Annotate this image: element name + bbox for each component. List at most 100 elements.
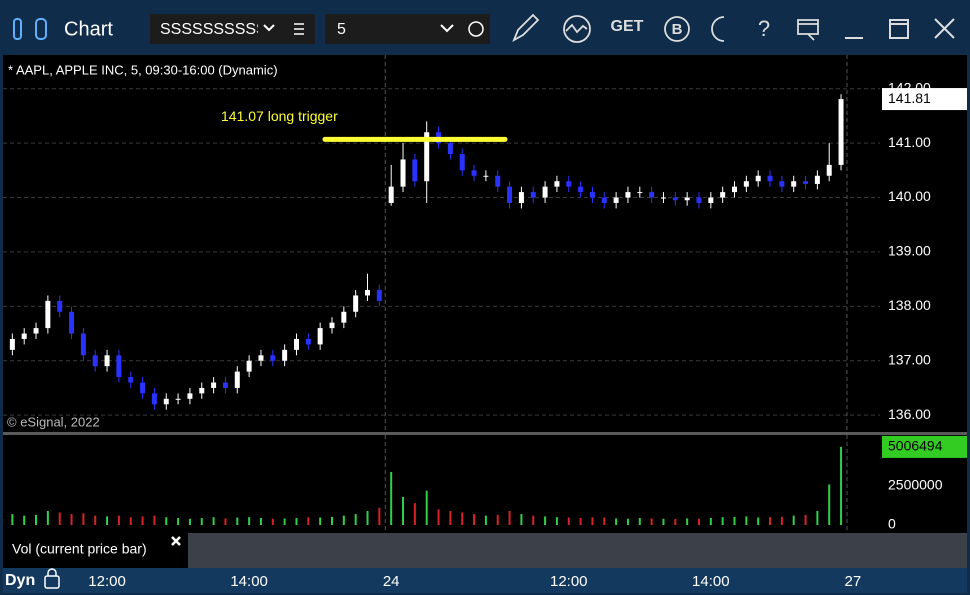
volume-bar: [792, 515, 795, 525]
window-title: Chart: [64, 18, 113, 40]
candle-body: [282, 349, 288, 361]
dropdown-arrow[interactable]: [263, 24, 275, 32]
volume-bar: [354, 514, 357, 525]
candle-body: [175, 398, 181, 400]
b-text: B: [672, 21, 683, 38]
volume-bar: [757, 517, 760, 525]
credit: © eSignal, 2022: [7, 414, 100, 429]
candle-body: [424, 132, 430, 182]
volume-bar: [626, 518, 629, 525]
candle-body: [743, 181, 749, 187]
candle-body: [447, 143, 453, 155]
b-icon[interactable]: [664, 16, 690, 42]
y-tick-label: 140.00: [888, 188, 931, 204]
volume-bar: [437, 509, 440, 525]
candle-body: [45, 300, 51, 329]
y-tick-label: 136.00: [888, 406, 931, 422]
volume-tick-label: 0: [888, 516, 896, 532]
volume-bar: [709, 517, 712, 525]
mode-label[interactable]: Dyn: [5, 572, 35, 589]
volume-bar: [248, 517, 251, 525]
x-tick-label: 24: [383, 573, 400, 590]
candle-body: [637, 192, 643, 194]
volume-bar: [129, 517, 132, 525]
candle-body: [353, 295, 359, 312]
candle-body: [57, 300, 63, 312]
volume-bar: [271, 518, 274, 525]
volume-bar: [555, 517, 558, 525]
candle-body: [720, 192, 726, 198]
volume-bar: [366, 510, 369, 525]
last-price-tag: [882, 88, 967, 111]
y-tick-label: 137.00: [888, 351, 931, 367]
candle-body: [400, 159, 406, 187]
symbol-input[interactable]: [150, 14, 315, 44]
price-axis: [880, 55, 967, 432]
candle-body: [317, 328, 323, 345]
candle-body: [21, 333, 27, 339]
candle-body: [471, 170, 477, 176]
candle-body: [459, 154, 465, 171]
candle-body: [507, 186, 513, 203]
y-tick-label: 138.00: [888, 297, 931, 313]
volume-bar: [733, 516, 736, 525]
candle-body: [92, 355, 98, 367]
time-axis: [3, 568, 967, 593]
candle-body: [80, 333, 86, 356]
volume-bar: [58, 512, 61, 525]
candle-body: [732, 186, 738, 193]
candle-body: [33, 328, 39, 334]
legend-close[interactable]: [171, 536, 181, 546]
get-button[interactable]: GET: [611, 18, 644, 35]
candle-body: [625, 192, 631, 198]
partial-icon[interactable]: [711, 16, 725, 42]
volume-bar: [496, 514, 499, 525]
volume-bar: [532, 515, 535, 525]
volume-bar: [106, 516, 109, 525]
volume-bar: [686, 518, 689, 525]
study-icon-line: [565, 23, 588, 34]
chart-title: * AAPL, APPLE INC, 5, 09:30-16:00 (Dynam…: [8, 62, 278, 77]
volume-bar: [674, 519, 677, 525]
maximize-button[interactable]: [889, 19, 909, 39]
volume-bar: [70, 514, 73, 525]
volume-legend-text: Vol (current price bar): [12, 541, 147, 557]
candle-body: [826, 164, 832, 176]
volume-bar: [165, 517, 168, 525]
candle-body: [684, 197, 690, 201]
menu-icon[interactable]: [294, 23, 304, 35]
volume-bar: [780, 516, 783, 525]
volume-bar: [449, 510, 452, 525]
volume-bar: [603, 517, 606, 525]
candle-body: [128, 377, 134, 383]
volume-bar: [579, 517, 582, 525]
dropdown-arrow[interactable]: [440, 24, 454, 33]
candle-body: [211, 382, 217, 388]
study-icon[interactable]: [563, 15, 591, 43]
volume-bar: [259, 517, 262, 525]
volume-bar: [840, 446, 843, 525]
volume-bar: [484, 515, 487, 525]
volume-bar: [662, 518, 665, 525]
volume-bar: [342, 515, 345, 525]
candle-body: [589, 192, 595, 198]
candle-body: [660, 197, 666, 199]
candle-body: [329, 322, 335, 329]
volume-bar: [697, 518, 700, 525]
layout-icon[interactable]: [797, 19, 819, 41]
interval-text: 5: [337, 21, 346, 38]
candle-body: [814, 175, 820, 184]
draw-icon[interactable]: [512, 13, 540, 43]
volume-bar: [283, 518, 286, 525]
app-icon: [35, 18, 47, 40]
clock-icon[interactable]: [468, 21, 484, 37]
help-button[interactable]: ?: [758, 16, 770, 41]
close-button[interactable]: [934, 18, 955, 39]
pane-divider: [3, 432, 967, 435]
candle-body: [483, 175, 489, 177]
volume-bar: [319, 517, 322, 525]
candle-body: [755, 175, 761, 182]
lock-icon[interactable]: [44, 575, 60, 589]
interval-input[interactable]: [325, 14, 490, 44]
